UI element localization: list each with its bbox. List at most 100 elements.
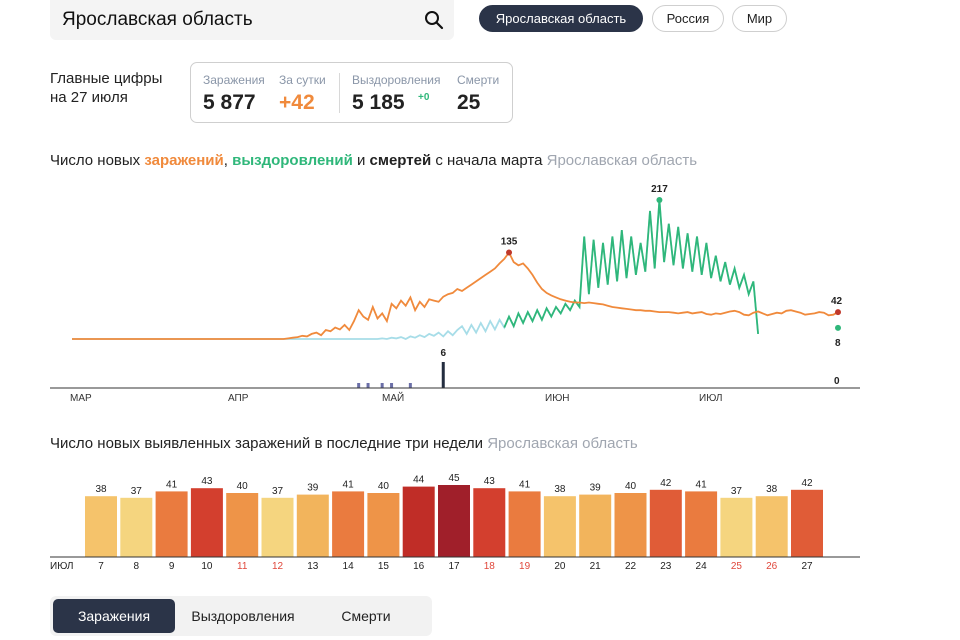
day-bar xyxy=(120,497,153,557)
chart1-heading: Число новых заражений, выздоровлений и с… xyxy=(50,152,697,169)
death-bar xyxy=(357,383,361,388)
tab-infections[interactable]: Заражения xyxy=(53,599,175,633)
infections-line xyxy=(72,250,839,340)
chart1-heading-comma: , xyxy=(223,152,233,169)
day-bar xyxy=(685,491,718,557)
bar-value-label: 44 xyxy=(413,475,425,486)
bar-value-label: 40 xyxy=(237,481,249,492)
chart1-heading-part2: с начала марта xyxy=(431,152,543,169)
day-tick-label: 11 xyxy=(237,561,248,572)
bar-value-label: 38 xyxy=(554,484,566,495)
caption-line-1: Главные цифры xyxy=(50,70,163,87)
caption-line-2: на 27 июля xyxy=(50,89,128,106)
pill-russia[interactable]: Россия xyxy=(652,5,724,32)
chart2-heading-text: Число новых выявленных заражений в после… xyxy=(50,435,484,452)
day-tick-label: 15 xyxy=(378,561,390,572)
infections-end-marker xyxy=(835,309,841,316)
bar-value-label: 41 xyxy=(166,479,178,490)
day-bar xyxy=(579,494,612,557)
tab-deaths[interactable]: Смерти xyxy=(341,608,391,624)
bar-value-label: 37 xyxy=(131,486,143,497)
day-tick-label: 25 xyxy=(731,561,743,572)
infections-peak-marker xyxy=(506,249,513,256)
day-bar xyxy=(367,493,400,557)
bar-value-label: 42 xyxy=(801,478,813,489)
day-bar xyxy=(473,488,506,557)
tab-recoveries[interactable]: Выздоровления xyxy=(191,608,295,624)
chart1-heading-region: Ярославская область xyxy=(546,152,698,169)
day-bar xyxy=(543,496,576,557)
recoveries-peak-marker xyxy=(656,197,663,203)
bar-value-label: 38 xyxy=(95,484,107,495)
day-bar xyxy=(791,489,823,557)
bar-value-label: 37 xyxy=(272,486,284,497)
day-tick-label: 8 xyxy=(134,561,140,572)
deaths-value: 25 xyxy=(457,91,481,114)
day-tick-label: 10 xyxy=(201,561,213,572)
day-tick-label: 19 xyxy=(519,561,531,572)
day-bar xyxy=(614,493,647,557)
death-bar xyxy=(408,383,412,388)
month-prefix-label: ИЮЛ xyxy=(50,561,73,572)
data-label: 8 xyxy=(835,338,841,349)
search-icon[interactable] xyxy=(414,0,454,40)
recoveries-label: Выздоровления xyxy=(352,73,441,87)
chart1-heading-infections: заражений xyxy=(144,152,224,169)
day-bar xyxy=(226,493,259,557)
day-bar xyxy=(155,491,188,557)
bar-value-label: 38 xyxy=(766,484,778,495)
recoveries-line xyxy=(503,199,759,334)
day-tick-label: 22 xyxy=(625,561,637,572)
bar-value-label: 39 xyxy=(590,483,602,494)
chart1-heading-and: и xyxy=(352,152,370,169)
region-search[interactable]: Ярославская область xyxy=(50,0,454,40)
bar-value-label: 40 xyxy=(625,481,637,492)
stats-divider xyxy=(339,73,340,113)
pill-yaroslavl[interactable]: Ярославская область xyxy=(479,5,643,32)
bar-value-label: 37 xyxy=(731,486,743,497)
data-label: 135 xyxy=(501,237,518,248)
day-bar xyxy=(508,491,541,557)
bar-value-label: 43 xyxy=(201,476,213,487)
day-bar xyxy=(755,496,788,557)
bar-value-label: 41 xyxy=(519,479,531,490)
day-tick-label: 12 xyxy=(272,561,284,572)
bar-value-label: 39 xyxy=(307,483,319,494)
line-chart-since-march: МАР АПР МАЙ ИЮН ИЮЛ 135 217 42 8 6 0 xyxy=(50,184,860,404)
bar-chart-three-weeks: 38 7 37 8 41 9 43 10 40 11 37 12 39 13 41 14 40 15 44 16 45 1… xyxy=(50,473,860,572)
metric-tabs: Заражения Выздоровления Смерти xyxy=(50,596,432,636)
infections-value: 5 877 xyxy=(203,91,256,114)
bar-value-label: 42 xyxy=(660,478,672,489)
month-tick-label: ИЮН xyxy=(545,393,570,404)
pill-world[interactable]: Мир xyxy=(732,5,787,32)
chart1-heading-deaths: смертей xyxy=(369,152,432,169)
day-bar xyxy=(261,497,294,557)
chart1-heading-part1: Число новых xyxy=(50,152,145,169)
chart2-heading-region: Ярославская область xyxy=(487,435,638,452)
day-bar xyxy=(649,489,682,557)
main-figures-caption: Главные цифры на 27 июля xyxy=(50,69,162,107)
bar-value-label: 40 xyxy=(378,481,390,492)
per-day-label: За сутки xyxy=(279,73,326,87)
day-tick-label: 14 xyxy=(343,561,355,572)
month-tick-label: ИЮЛ xyxy=(699,393,722,404)
day-tick-label: 24 xyxy=(696,561,708,572)
day-tick-label: 27 xyxy=(801,561,813,572)
day-tick-label: 13 xyxy=(307,561,319,572)
day-tick-label: 26 xyxy=(766,561,778,572)
bar-value-label: 43 xyxy=(484,476,496,487)
day-bar xyxy=(296,494,329,557)
chart1-heading-recoveries: выздоровлений xyxy=(232,152,353,169)
bar-value-label: 41 xyxy=(343,479,355,490)
day-tick-label: 23 xyxy=(660,561,672,572)
per-day-value: +42 xyxy=(279,91,315,114)
data-label: 42 xyxy=(831,296,843,307)
search-input[interactable]: Ярославская область xyxy=(62,9,253,30)
infections-label: Заражения xyxy=(203,73,265,87)
month-tick-label: МАЙ xyxy=(382,391,404,404)
death-bar xyxy=(380,383,384,388)
day-bar xyxy=(85,496,117,557)
day-bar xyxy=(438,485,470,557)
day-tick-label: 9 xyxy=(169,561,175,572)
deaths-label: Смерти xyxy=(457,73,500,87)
